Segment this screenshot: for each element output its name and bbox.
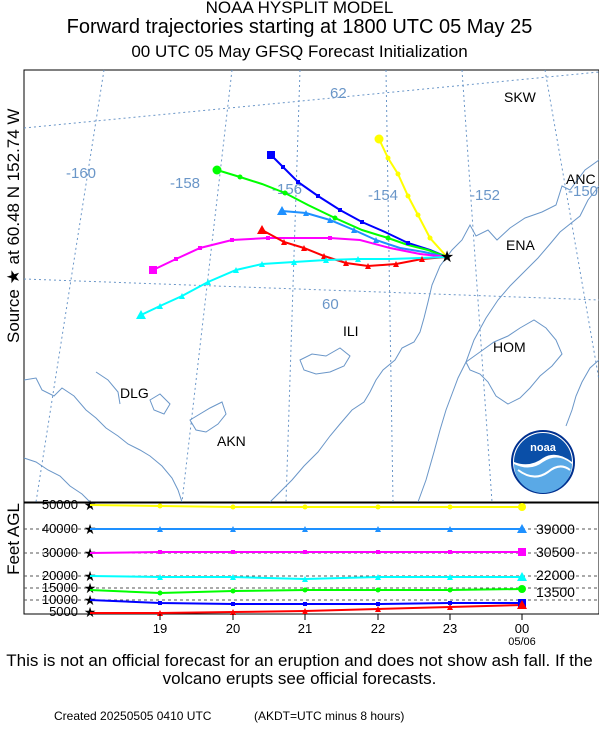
lon-label-156: -156 — [272, 181, 302, 198]
place-dlg: DLG — [120, 385, 149, 401]
lake-iliamna — [299, 347, 351, 375]
graticule-labels: -160 -158 -156 -154 -152 -150 62 60 — [66, 85, 598, 313]
final-alt-30500: 30500 — [536, 544, 575, 560]
place-ili: ILI — [343, 323, 359, 339]
traj-steelblue-markers — [277, 206, 379, 243]
place-skw: SKW — [504, 89, 537, 105]
time-tick-21: 21 — [298, 621, 312, 636]
alt-tick-50000: 50000 — [42, 497, 78, 512]
alt-tick-5000: 5000 — [49, 604, 78, 619]
lon-line-152 — [461, 69, 493, 503]
time-tick-22: 22 — [371, 621, 385, 636]
title-line-3: 00 UTC 05 May GFSQ Forecast Initializati… — [131, 42, 468, 61]
alt-tick-40000: 40000 — [42, 521, 78, 536]
date-label: 05/06 — [508, 636, 536, 648]
coast-prince-william — [565, 359, 599, 427]
alt-tick-20000: 20000 — [42, 568, 78, 583]
time-axis-ticks — [159, 614, 523, 620]
lat-line-60 — [23, 278, 599, 301]
traj-blue-markers — [267, 151, 410, 245]
alt-tick-15000: 15000 — [42, 580, 78, 595]
traj-red-markers — [257, 225, 425, 269]
noaa-logo-text: noaa — [530, 442, 557, 454]
lat-line-62 — [23, 71, 599, 129]
traj-magenta-path — [152, 237, 448, 271]
place-hom: HOM — [493, 339, 526, 355]
coast-bristol-bay — [23, 377, 183, 503]
place-ena: ENA — [506, 237, 535, 253]
lon-label-154: -154 — [368, 187, 398, 204]
place-akn: AKN — [217, 433, 246, 449]
altitude-final-labels: 39000 30500 22000 13500 — [536, 521, 575, 600]
graticule — [23, 69, 599, 503]
title-line-1: NOAA HYSPLIT MODEL — [205, 0, 394, 17]
alt-tick-10000: 10000 — [42, 592, 78, 607]
lon-line-154 — [385, 69, 394, 503]
final-alt-39000: 39000 — [536, 521, 575, 537]
altitude-tick-labels: 50000 40000 30000 20000 15000 10000 5000 — [42, 497, 78, 619]
alt-tick-30000: 30000 — [42, 545, 78, 560]
lon-label-160: -160 — [66, 165, 96, 182]
noaa-logo: noaa — [511, 430, 575, 494]
lon-line-156 — [285, 69, 301, 503]
altitude-frame — [23, 502, 599, 615]
traj-yellow-markers — [374, 134, 433, 241]
altitude-markers — [157, 503, 527, 616]
map-panel: -160 -158 -156 -154 -152 -150 62 60 SKW … — [23, 69, 599, 503]
disclaimer-text: This is not an official forecast for an … — [6, 651, 593, 688]
traj-steelblue-path — [281, 210, 448, 258]
traj-cyan-markers — [136, 256, 361, 319]
map-frame — [23, 69, 599, 503]
lon-label-150: -150 — [568, 183, 598, 200]
coast-inlet-west — [269, 159, 599, 503]
traj-blue-path — [270, 154, 448, 258]
time-axis-labels: 19 20 21 22 23 00 05/06 — [153, 621, 536, 648]
map-trajectory-markers: ★ — [136, 134, 454, 319]
lake-becharof — [189, 401, 227, 433]
place-labels: SKW ANC ENA ILI HOM DLG AKN — [120, 89, 596, 449]
coast-alaska-peninsula — [23, 457, 91, 503]
final-alt-22000: 22000 — [536, 567, 575, 583]
timezone-note: (AKDT=UTC minus 8 hours) — [254, 709, 405, 723]
altitude-panel: 50000 40000 30000 20000 15000 10000 5000… — [23, 497, 599, 648]
star-icon: ★ — [84, 580, 97, 596]
created-timestamp: Created 20250505 0410 UTC — [54, 709, 212, 723]
time-tick-19: 19 — [153, 621, 167, 636]
coastlines — [23, 159, 599, 503]
traj-green-markers — [212, 165, 391, 241]
coast-inlet-east — [417, 185, 599, 503]
lake-iliamna-west — [149, 393, 171, 415]
coast-river-dlg — [95, 371, 121, 405]
lon-label-158: -158 — [170, 175, 200, 192]
time-tick-20: 20 — [226, 621, 240, 636]
title-line-2: Forward trajectories starting at 1800 UT… — [66, 16, 533, 38]
place-anc: ANC — [566, 171, 596, 187]
traj-magenta-markers — [149, 236, 332, 274]
time-tick-00: 00 — [515, 621, 529, 636]
lat-label-62: 62 — [330, 85, 347, 102]
source-star-icon: ★ — [440, 249, 454, 266]
kenai-peninsula — [465, 319, 563, 405]
map-trajectories — [140, 138, 448, 316]
traj-cyan-path — [140, 256, 448, 316]
lat-label-60: 60 — [322, 296, 339, 313]
final-alt-13500: 13500 — [536, 584, 575, 600]
time-tick-23: 23 — [443, 621, 457, 636]
lon-label-152: -152 — [470, 187, 500, 204]
